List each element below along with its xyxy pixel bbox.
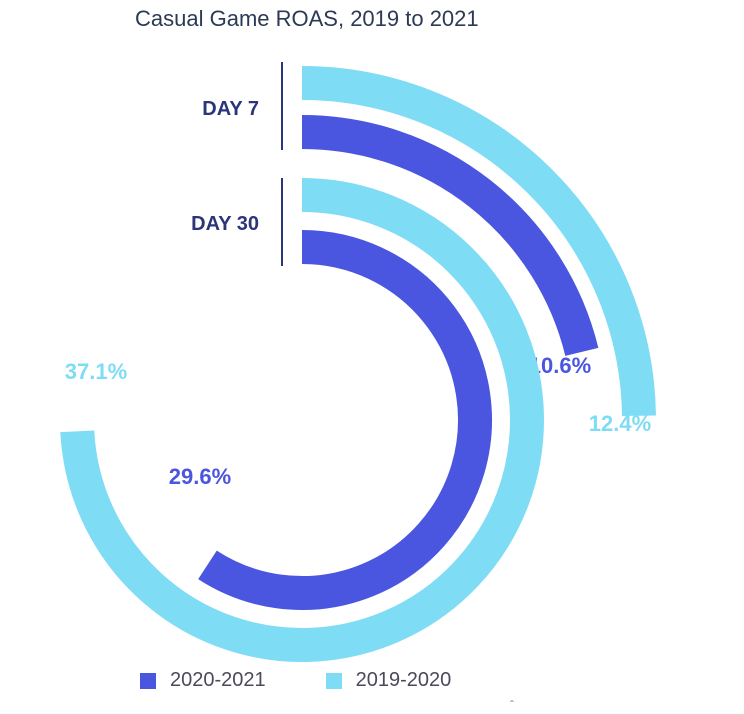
- bar-day-30-2019-2020[interactable]: [60, 178, 544, 662]
- caret-icon: ˆ: [510, 698, 514, 712]
- legend-swatch-2019-2020: [325, 672, 342, 689]
- legend-item-2019-2020[interactable]: 2019-2020: [325, 669, 452, 692]
- legend-item-2020-2021[interactable]: 2020-2021: [140, 669, 266, 692]
- legend-label-2020-2021: 2020-2021: [170, 669, 266, 691]
- chart-title: Casual Game ROAS, 2019 to 2021: [135, 6, 479, 31]
- category-label-day-30: DAY 30: [191, 213, 259, 235]
- bar-day-7-2019-2020[interactable]: [301, 66, 656, 416]
- legend-swatch-2020-2021: [140, 672, 156, 689]
- chart-legend: 2020-2021 2019-2020: [140, 669, 511, 692]
- bar-day-7-2020-2021[interactable]: [301, 115, 599, 356]
- bar-day-30-2020-2021[interactable]: [198, 230, 492, 610]
- value-label-day-30-2020-2021: 29.6%: [169, 464, 231, 489]
- value-label-day-7-2019-2020: 12.4%: [589, 411, 651, 436]
- value-label-day-30-2019-2020: 37.1%: [65, 359, 127, 384]
- legend-label-2019-2020: 2019-2020: [355, 669, 452, 691]
- category-label-day-7: DAY 7: [202, 98, 259, 120]
